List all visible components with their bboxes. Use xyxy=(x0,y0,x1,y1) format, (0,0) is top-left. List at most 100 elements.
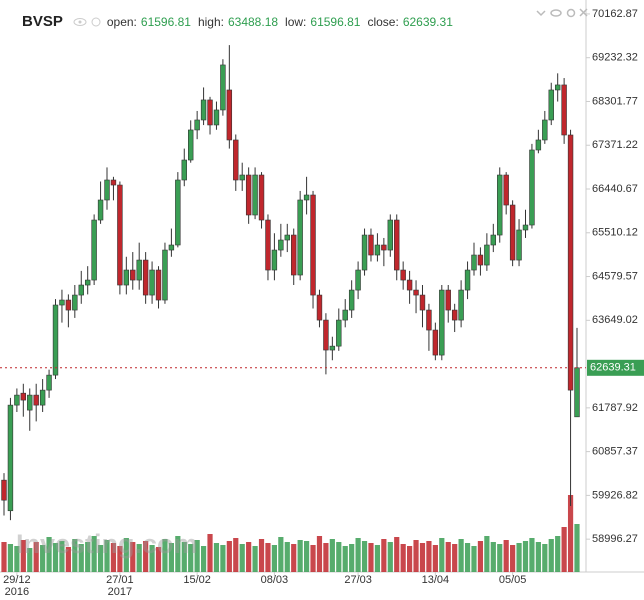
candle-body xyxy=(65,299,72,311)
candle-body xyxy=(451,309,458,321)
volume-bar xyxy=(65,547,71,572)
candle-body xyxy=(27,394,33,411)
volume-bar xyxy=(33,542,39,572)
volume-bar xyxy=(40,545,46,572)
candle-body xyxy=(278,239,284,251)
candle-body xyxy=(117,184,123,286)
candle-body xyxy=(252,174,258,216)
candle-body xyxy=(419,294,426,311)
candle-body xyxy=(97,199,104,221)
candle-body xyxy=(503,174,509,206)
candle-body xyxy=(368,234,374,256)
volume-bar xyxy=(175,536,181,572)
open-value: 61596.81 xyxy=(140,14,191,29)
candle-body xyxy=(522,224,529,231)
y-tick-label: 63649.02 xyxy=(592,314,638,326)
candle-body xyxy=(316,294,323,321)
candle-body xyxy=(561,84,567,136)
candle-body xyxy=(72,294,78,311)
candle-body xyxy=(348,289,355,311)
candle-body xyxy=(426,309,432,331)
volume-bar xyxy=(14,546,20,572)
candle-body xyxy=(78,284,84,296)
candle-body xyxy=(59,299,65,306)
volume-bar xyxy=(27,548,33,572)
candle-body xyxy=(432,329,439,356)
volume-bar xyxy=(104,540,110,572)
candle-body xyxy=(567,134,574,391)
volume-bar xyxy=(110,543,117,572)
x-tick-label: 05/05 xyxy=(499,574,527,586)
candle-body xyxy=(291,234,297,276)
candle-body xyxy=(303,194,310,201)
candle-body xyxy=(574,367,580,418)
toolbar-icons xyxy=(536,8,588,18)
candle-body xyxy=(162,249,168,301)
candle-body xyxy=(14,394,20,406)
candle-body xyxy=(445,289,451,311)
volume-bar xyxy=(303,541,310,572)
y-tick-label: 60857.37 xyxy=(592,446,638,458)
volume-bar xyxy=(542,544,548,572)
header-icons[interactable] xyxy=(73,16,103,28)
volume-bar xyxy=(374,545,381,572)
y-tick-label: 64579.57 xyxy=(592,270,638,282)
x-tick-label: 27/01 xyxy=(106,574,134,586)
volume-bar xyxy=(464,543,471,572)
volume-bar xyxy=(477,541,484,572)
candle-body xyxy=(516,229,522,261)
volume-bar xyxy=(149,545,155,572)
volume-bar xyxy=(278,537,284,572)
volume-bar xyxy=(310,545,316,572)
volume-bar xyxy=(52,543,59,572)
volume-bar xyxy=(181,542,187,572)
volume-bar xyxy=(246,542,252,572)
close-icon[interactable] xyxy=(579,8,588,17)
volume-bar xyxy=(548,539,554,572)
volume-bar xyxy=(59,541,65,572)
volume-bar xyxy=(419,543,426,572)
candle-body xyxy=(554,84,561,91)
candle-body xyxy=(265,219,271,271)
candle-body xyxy=(194,119,200,131)
candle-body xyxy=(535,139,542,151)
volume-bar xyxy=(452,544,458,572)
volume-bar xyxy=(445,542,451,572)
candle-body xyxy=(207,99,213,126)
candle-body xyxy=(484,244,490,266)
volume-bar xyxy=(136,544,142,572)
volume-bar xyxy=(207,534,213,572)
volume-bar xyxy=(72,539,78,572)
volume-bar xyxy=(91,536,97,572)
x-tick-label: 08/03 xyxy=(261,574,289,586)
volume-bar xyxy=(349,544,355,572)
volume-bar xyxy=(97,545,104,572)
collapse-icon[interactable] xyxy=(536,10,546,17)
candle-body xyxy=(142,259,149,296)
candle-body xyxy=(323,319,329,351)
y-tick-label: 58996.27 xyxy=(592,533,638,545)
volume-bar xyxy=(155,547,162,572)
volume-bar xyxy=(117,546,123,572)
candle-body xyxy=(181,159,187,181)
candle-body xyxy=(220,64,226,111)
volume-bar xyxy=(1,542,7,572)
visibility-icon[interactable] xyxy=(550,9,562,17)
settings-icon[interactable] xyxy=(566,8,576,18)
candle-body xyxy=(136,259,142,281)
candle-body xyxy=(258,174,265,221)
volume-bar xyxy=(130,542,136,572)
volume-bar xyxy=(284,542,290,572)
y-tick-label: 61787.92 xyxy=(592,402,638,414)
candle-body xyxy=(477,254,484,266)
candle-body xyxy=(149,269,155,296)
last-price-box xyxy=(587,359,644,376)
volume-bar xyxy=(291,544,297,572)
x-tick-label: 13/04 xyxy=(422,574,450,586)
volume-bar xyxy=(46,537,52,572)
volume-bar xyxy=(516,543,522,572)
candle-body xyxy=(374,244,381,256)
y-tick-label: 59926.82 xyxy=(592,489,638,501)
low-value: 61596.81 xyxy=(310,14,361,29)
x-tick-label: 15/02 xyxy=(183,574,211,586)
